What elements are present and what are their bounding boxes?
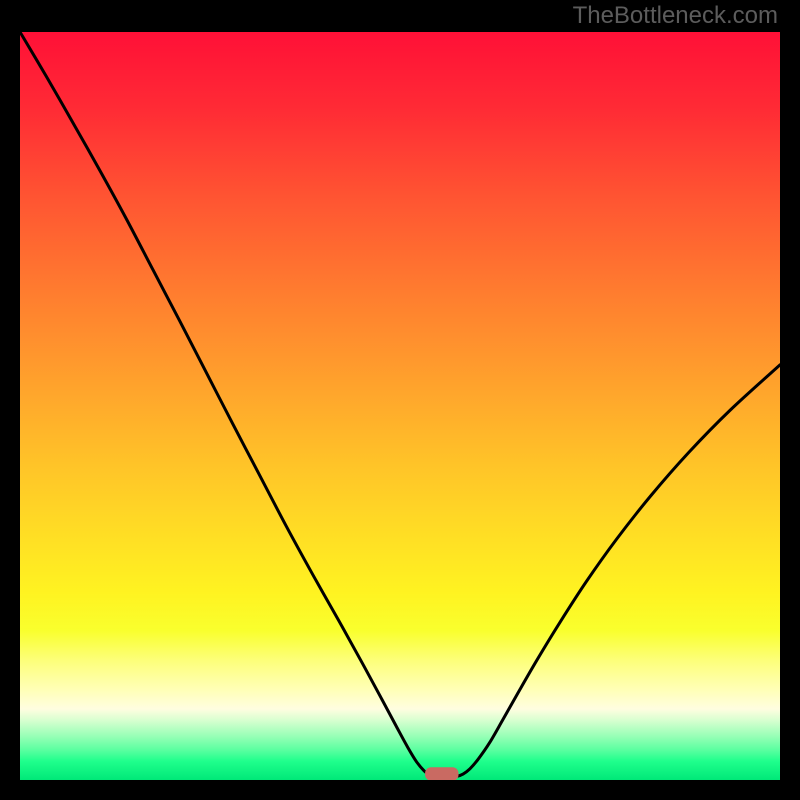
plot-area [20,32,780,780]
gradient-background [20,32,780,780]
chart-frame: TheBottleneck.com [0,0,800,800]
watermark-text: TheBottleneck.com [573,2,778,30]
